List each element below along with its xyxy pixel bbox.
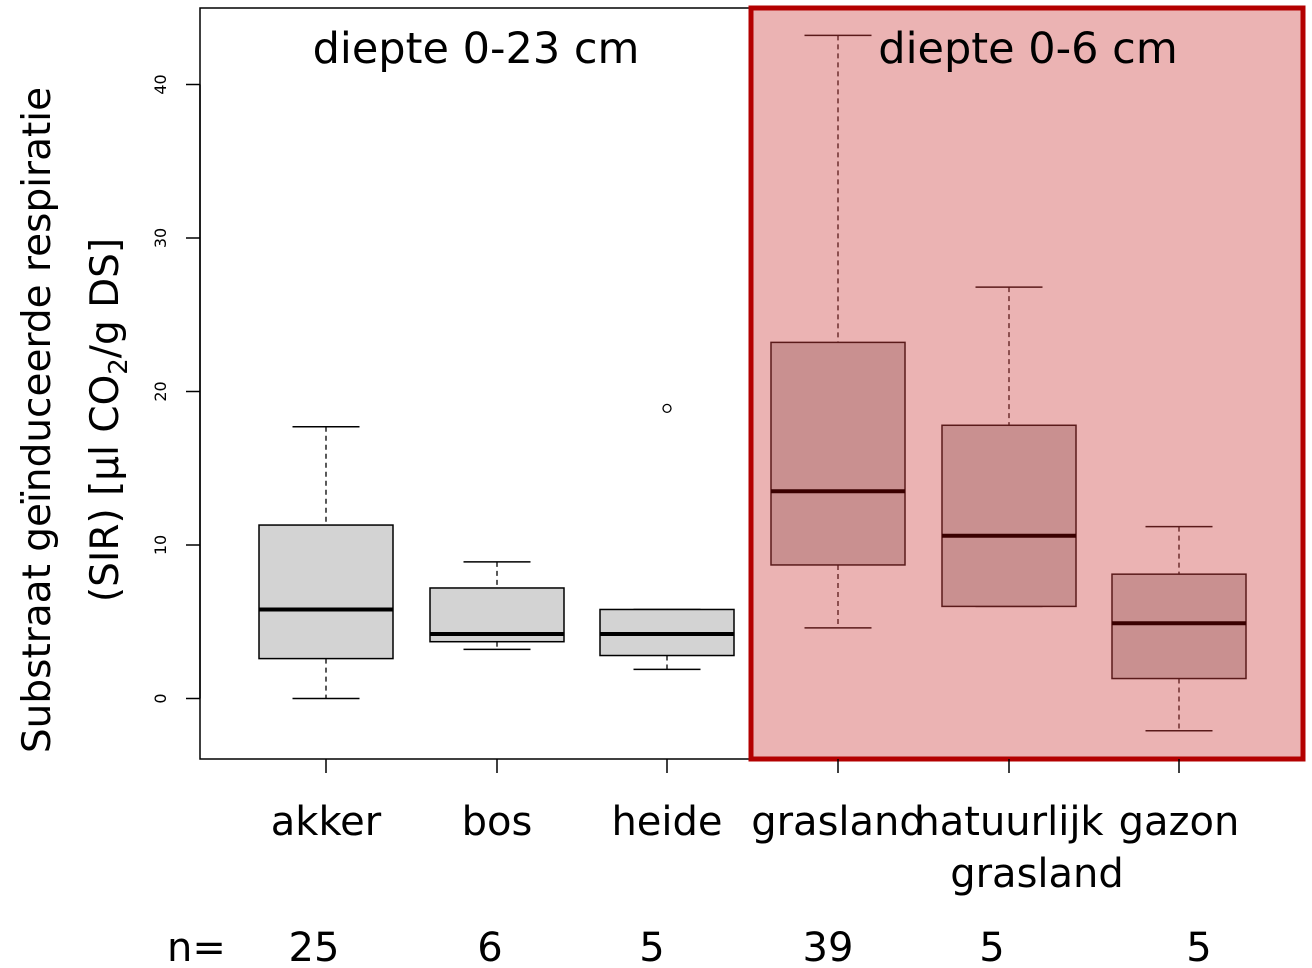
x-tick-label-line2-natuurlijk: grasland: [950, 851, 1124, 897]
box-body-grasland: [770, 341, 906, 566]
box-bos: [429, 561, 565, 651]
y-tick-label-20: 20: [151, 381, 170, 401]
x-tick-label-grasland: grasland: [751, 799, 925, 845]
outlier-heide-0: [662, 403, 672, 414]
n-count-heide: 5: [639, 925, 664, 968]
box-natuurlijk: [941, 286, 1077, 608]
y-axis: 0 10 20 30 40: [151, 74, 201, 704]
box-body-akker: [258, 524, 394, 660]
box-akker: [258, 426, 394, 700]
y-axis-title-subscript: 2: [104, 358, 134, 375]
y-axis-title: Substraat geïnduceerde respiratie (SIR) …: [15, 87, 134, 753]
panel-label-left: diepte 0-23 cm: [313, 24, 640, 74]
y-axis-title-line2: (SIR) [µl CO2/g DS]: [83, 238, 134, 602]
x-tick-label-bos: bos: [462, 799, 533, 845]
box-body-natuurlijk: [941, 424, 1077, 608]
x-tick-label-akker: akker: [271, 799, 382, 845]
x-axis: akker bos heide graslandnatuurlijkgraslandg…: [271, 759, 1240, 897]
n-counts: 25 6 5 39 5 5: [289, 925, 1212, 968]
n-prefix-label: n=: [167, 925, 226, 968]
y-tick-label-0: 0: [151, 693, 170, 703]
boxes: [258, 34, 1247, 732]
y-tick-label-40: 40: [151, 74, 170, 94]
box-gazon: [1111, 525, 1247, 732]
y-tick-label-10: 10: [151, 535, 170, 555]
box-heide: [599, 403, 735, 671]
n-count-akker: 25: [289, 925, 340, 968]
box-body-gazon: [1111, 573, 1247, 680]
n-count-grasland: 39: [803, 925, 854, 968]
n-count-gazon: 5: [1186, 925, 1211, 968]
y-axis-title-line2-post: /g DS]: [83, 238, 128, 358]
y-axis-title-line1: Substraat geïnduceerde respiratie: [15, 87, 60, 753]
x-tick-label-heide: heide: [611, 799, 722, 845]
x-tick-label-gazon: gazon: [1119, 799, 1240, 845]
panel-label-right: diepte 0-6 cm: [878, 24, 1177, 74]
y-axis-title-line2-pre: (SIR) [µl CO: [83, 375, 128, 602]
box-grasland: [770, 34, 906, 629]
y-tick-label-30: 30: [151, 228, 170, 248]
n-count-bos: 6: [477, 925, 502, 968]
n-count-natuurlijk: 5: [979, 925, 1004, 968]
x-tick-label-natuurlijk: natuurlijk: [914, 799, 1104, 845]
highlight-panel-border: [748, 5, 1306, 762]
